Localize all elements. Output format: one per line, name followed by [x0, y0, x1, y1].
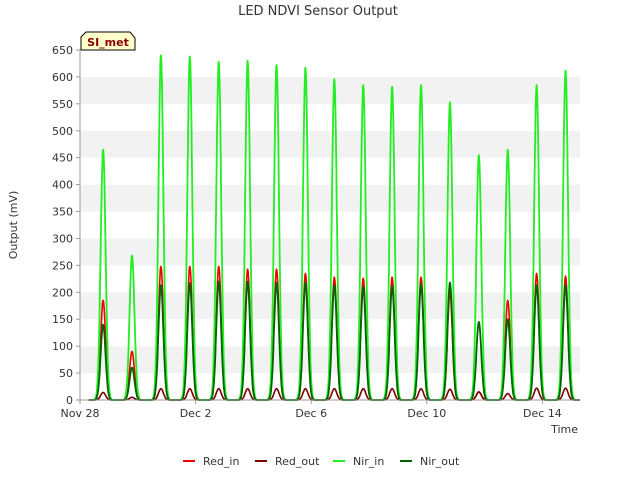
y-tick-label: 150: [52, 313, 73, 326]
y-tick-label: 550: [52, 98, 73, 111]
x-tick-label: Dec 6: [295, 407, 327, 420]
y-tick-label: 650: [52, 44, 73, 57]
legend: Red_in Red_out Nir_in Nir_out: [183, 455, 460, 468]
site-badge-label: SI_met: [87, 36, 129, 49]
y-tick-label: 500: [52, 125, 73, 138]
legend-label: Nir_in: [353, 455, 384, 468]
x-tick-label: Dec 14: [523, 407, 562, 420]
y-tick-label: 250: [52, 259, 73, 272]
x-tick-label: Dec 10: [407, 407, 446, 420]
grid-band: [80, 103, 580, 131]
legend-label: Red_in: [203, 455, 239, 468]
grid-band: [80, 157, 580, 185]
y-axis-title: Output (mV): [7, 191, 20, 260]
legend-label: Nir_out: [420, 455, 460, 468]
y-tick-label: 300: [52, 232, 73, 245]
y-axis-ticks: 0 50 100 150 200 250 300 350 400 450 500 550 600 650: [52, 44, 80, 407]
y-tick-label: 450: [52, 152, 73, 165]
y-tick-label: 50: [59, 367, 73, 380]
legend-label: Red_out: [275, 455, 320, 468]
y-tick-label: 0: [66, 394, 73, 407]
grid-band: [80, 50, 580, 77]
x-tick-label: Nov 28: [61, 407, 100, 420]
site-badge-shape: [80, 31, 136, 51]
y-tick-label: 100: [52, 340, 73, 353]
grid-band: [80, 184, 580, 212]
x-axis-ticks: Nov 28 Dec 2 Dec 6 Dec 10 Dec 14: [61, 400, 562, 420]
y-tick-label: 200: [52, 286, 73, 299]
y-tick-label: 400: [52, 179, 73, 192]
y-tick-label: 350: [52, 206, 73, 219]
x-axis-title: Time: [550, 423, 578, 436]
grid-band: [80, 130, 580, 158]
grid-band: [80, 76, 580, 104]
site-badge: SI_met: [80, 31, 136, 51]
y-tick-label: 600: [52, 71, 73, 84]
x-tick-label: Dec 2: [180, 407, 212, 420]
chart-title: LED NDVI Sensor Output: [238, 4, 398, 19]
